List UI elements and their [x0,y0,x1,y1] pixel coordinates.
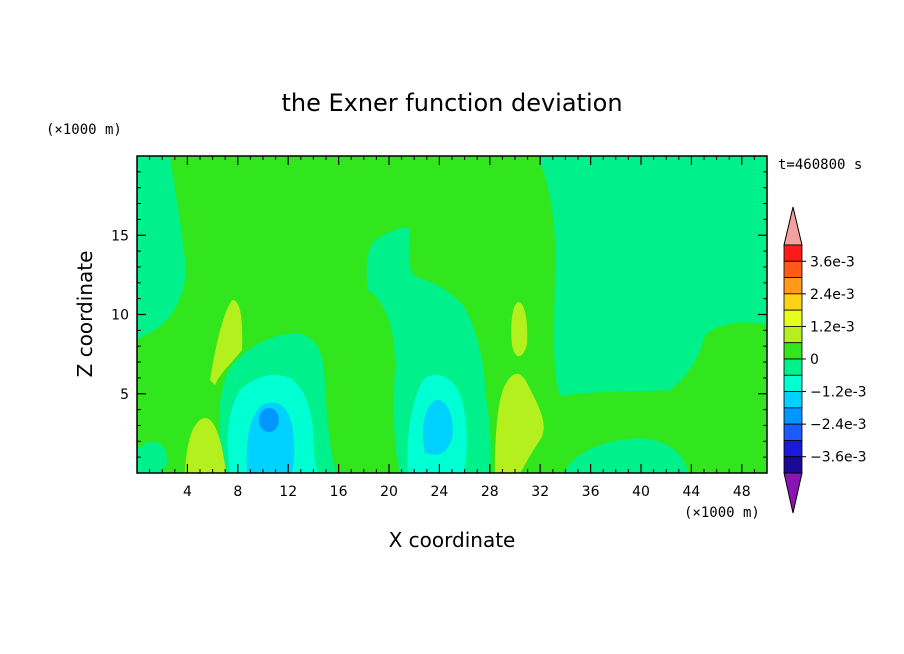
colorbar-swatch [783,358,803,376]
colorbar-over-arrow [783,206,803,246]
x-axis-label: X coordinate [389,528,516,552]
chart-title: the Exner function deviation [281,89,622,117]
colorbar-swatch [783,440,803,458]
x-tick-label: 20 [380,484,398,500]
colorbar-under-arrow [783,472,803,514]
y-tick-label: 5 [120,387,129,403]
region-bottom-right [565,438,688,473]
colorbar-swatch [783,342,803,360]
colorbar-label: 3.6e-3 [810,254,855,270]
region-bottom-left [137,441,168,473]
colorbar-swatch [783,374,803,392]
region-positive-left-upper [210,300,243,385]
x-tick-label: 4 [183,484,192,500]
time-label: t=460800 s [778,157,862,173]
x-tick-label: 12 [279,484,297,500]
region-negative-left-inner [246,402,295,473]
y-axis-label: Z coordinate [73,251,97,378]
x-tick-label: 44 [682,484,700,500]
colorbar-swatch [783,456,803,474]
plot-area [137,156,767,473]
region-positive-right-lower [495,373,544,473]
colorbar: 3.6e-3 2.4e-3 1.2e-3 0 −1.2e-3 −2.4e-3 −3.6e-3 [783,206,867,514]
x-tick-label: 40 [632,484,650,500]
colorbar-label: −2.4e-3 [810,417,867,433]
y-tick-label: 10 [111,308,129,324]
colorbar-swatch [783,244,803,262]
x-unit-label: (×1000 m) [684,505,760,521]
y-unit-label: (×1000 m) [46,122,122,138]
region-right [538,156,767,396]
x-tick-label: 48 [733,484,751,500]
colorbar-label: −1.2e-3 [810,385,867,401]
colorbar-label: −3.6e-3 [810,450,867,466]
colorbar-swatch [783,309,803,327]
colorbar-swatch [783,423,803,441]
x-tick-label: 24 [430,484,448,500]
x-tick-label: 8 [233,484,242,500]
colorbar-swatch [783,293,803,311]
colorbar-label: 1.2e-3 [810,319,855,335]
colorbar-label: 0 [810,352,819,368]
colorbar-swatch [783,326,803,344]
colorbar-swatch [783,391,803,409]
x-axis: 4 8 12 16 20 24 28 32 36 40 44 48 [149,156,755,500]
region-positive-bottom-left [185,418,226,473]
colorbar-swatch [783,407,803,425]
x-tick-label: 28 [481,484,499,500]
x-tick-label: 32 [531,484,549,500]
y-tick-label: 15 [111,228,129,244]
colorbar-swatch [783,277,803,295]
x-tick-label: 16 [330,484,348,500]
colorbar-swatch [783,260,803,278]
colorbar-label: 2.4e-3 [810,287,855,303]
region-negative-center-inner [422,399,453,455]
region-negative-left-core [259,408,279,432]
region-left-upper [137,156,186,340]
region-positive-right-upper [511,302,528,357]
x-tick-label: 36 [582,484,600,500]
y-axis: 5 10 15 [111,171,767,458]
